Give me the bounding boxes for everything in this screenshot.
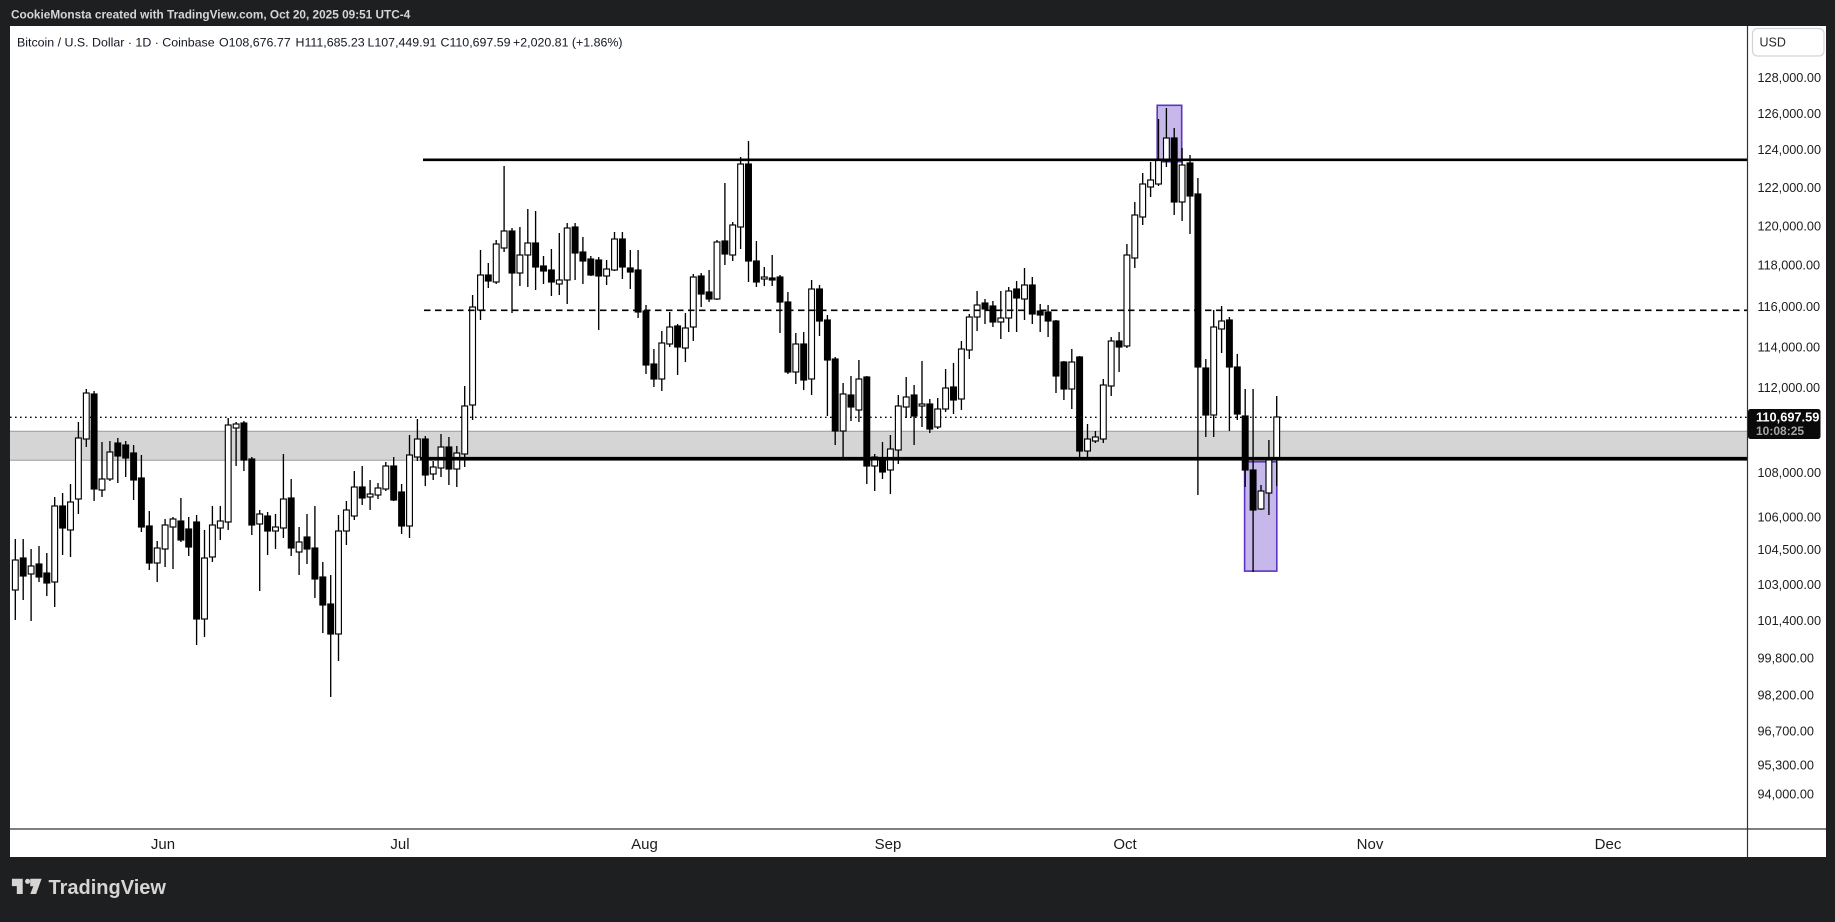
svg-text:110,697.59: 110,697.59 [1756, 410, 1819, 425]
svg-text:+2,020.81 (+1.86%): +2,020.81 (+1.86%) [513, 36, 623, 50]
svg-text:114,000.00: 114,000.00 [1758, 341, 1821, 355]
svg-text:Bitcoin / U.S. Dollar · 1D · C: Bitcoin / U.S. Dollar · 1D · Coinbase [17, 36, 215, 50]
svg-text:TradingView: TradingView [49, 877, 167, 899]
svg-text:124,000.00: 124,000.00 [1758, 143, 1822, 157]
svg-text:96,700.00: 96,700.00 [1758, 725, 1814, 739]
svg-text:98,200.00: 98,200.00 [1758, 689, 1814, 703]
svg-text:103,000.00: 103,000.00 [1758, 578, 1822, 592]
svg-text:120,000.00: 120,000.00 [1758, 220, 1822, 234]
svg-text:128,000.00: 128,000.00 [1758, 71, 1822, 85]
svg-text:Aug: Aug [631, 836, 658, 853]
svg-text:126,000.00: 126,000.00 [1758, 107, 1822, 121]
svg-text:95,300.00: 95,300.00 [1758, 759, 1814, 773]
svg-text:118,000.00: 118,000.00 [1758, 258, 1821, 272]
svg-text:O108,676.77: O108,676.77 [219, 36, 291, 50]
svg-text:104,500.00: 104,500.00 [1758, 543, 1822, 557]
svg-text:10:08:25: 10:08:25 [1756, 424, 1804, 438]
svg-text:94,000.00: 94,000.00 [1758, 788, 1814, 802]
svg-text:116,000.00: 116,000.00 [1758, 300, 1821, 314]
svg-text:112,000.00: 112,000.00 [1758, 381, 1821, 395]
svg-text:Nov: Nov [1357, 836, 1384, 853]
svg-text:L107,449.91: L107,449.91 [368, 36, 437, 50]
svg-text:101,400.00: 101,400.00 [1758, 614, 1822, 628]
svg-text:122,000.00: 122,000.00 [1758, 181, 1822, 195]
svg-text:108,000.00: 108,000.00 [1758, 466, 1822, 480]
svg-text:Jul: Jul [390, 836, 409, 853]
svg-text:C110,697.59: C110,697.59 [441, 36, 511, 50]
svg-text:H111,685.23: H111,685.23 [296, 36, 365, 50]
svg-text:Sep: Sep [875, 836, 902, 853]
svg-text:Jun: Jun [151, 836, 175, 853]
svg-text:CookieMonsta created with Trad: CookieMonsta created with TradingView.co… [11, 8, 411, 22]
svg-text:USD: USD [1760, 36, 1786, 50]
svg-text:Dec: Dec [1595, 836, 1622, 853]
svg-text:106,000.00: 106,000.00 [1758, 511, 1822, 525]
svg-text:99,800.00: 99,800.00 [1758, 652, 1814, 666]
svg-text:Oct: Oct [1113, 836, 1137, 853]
